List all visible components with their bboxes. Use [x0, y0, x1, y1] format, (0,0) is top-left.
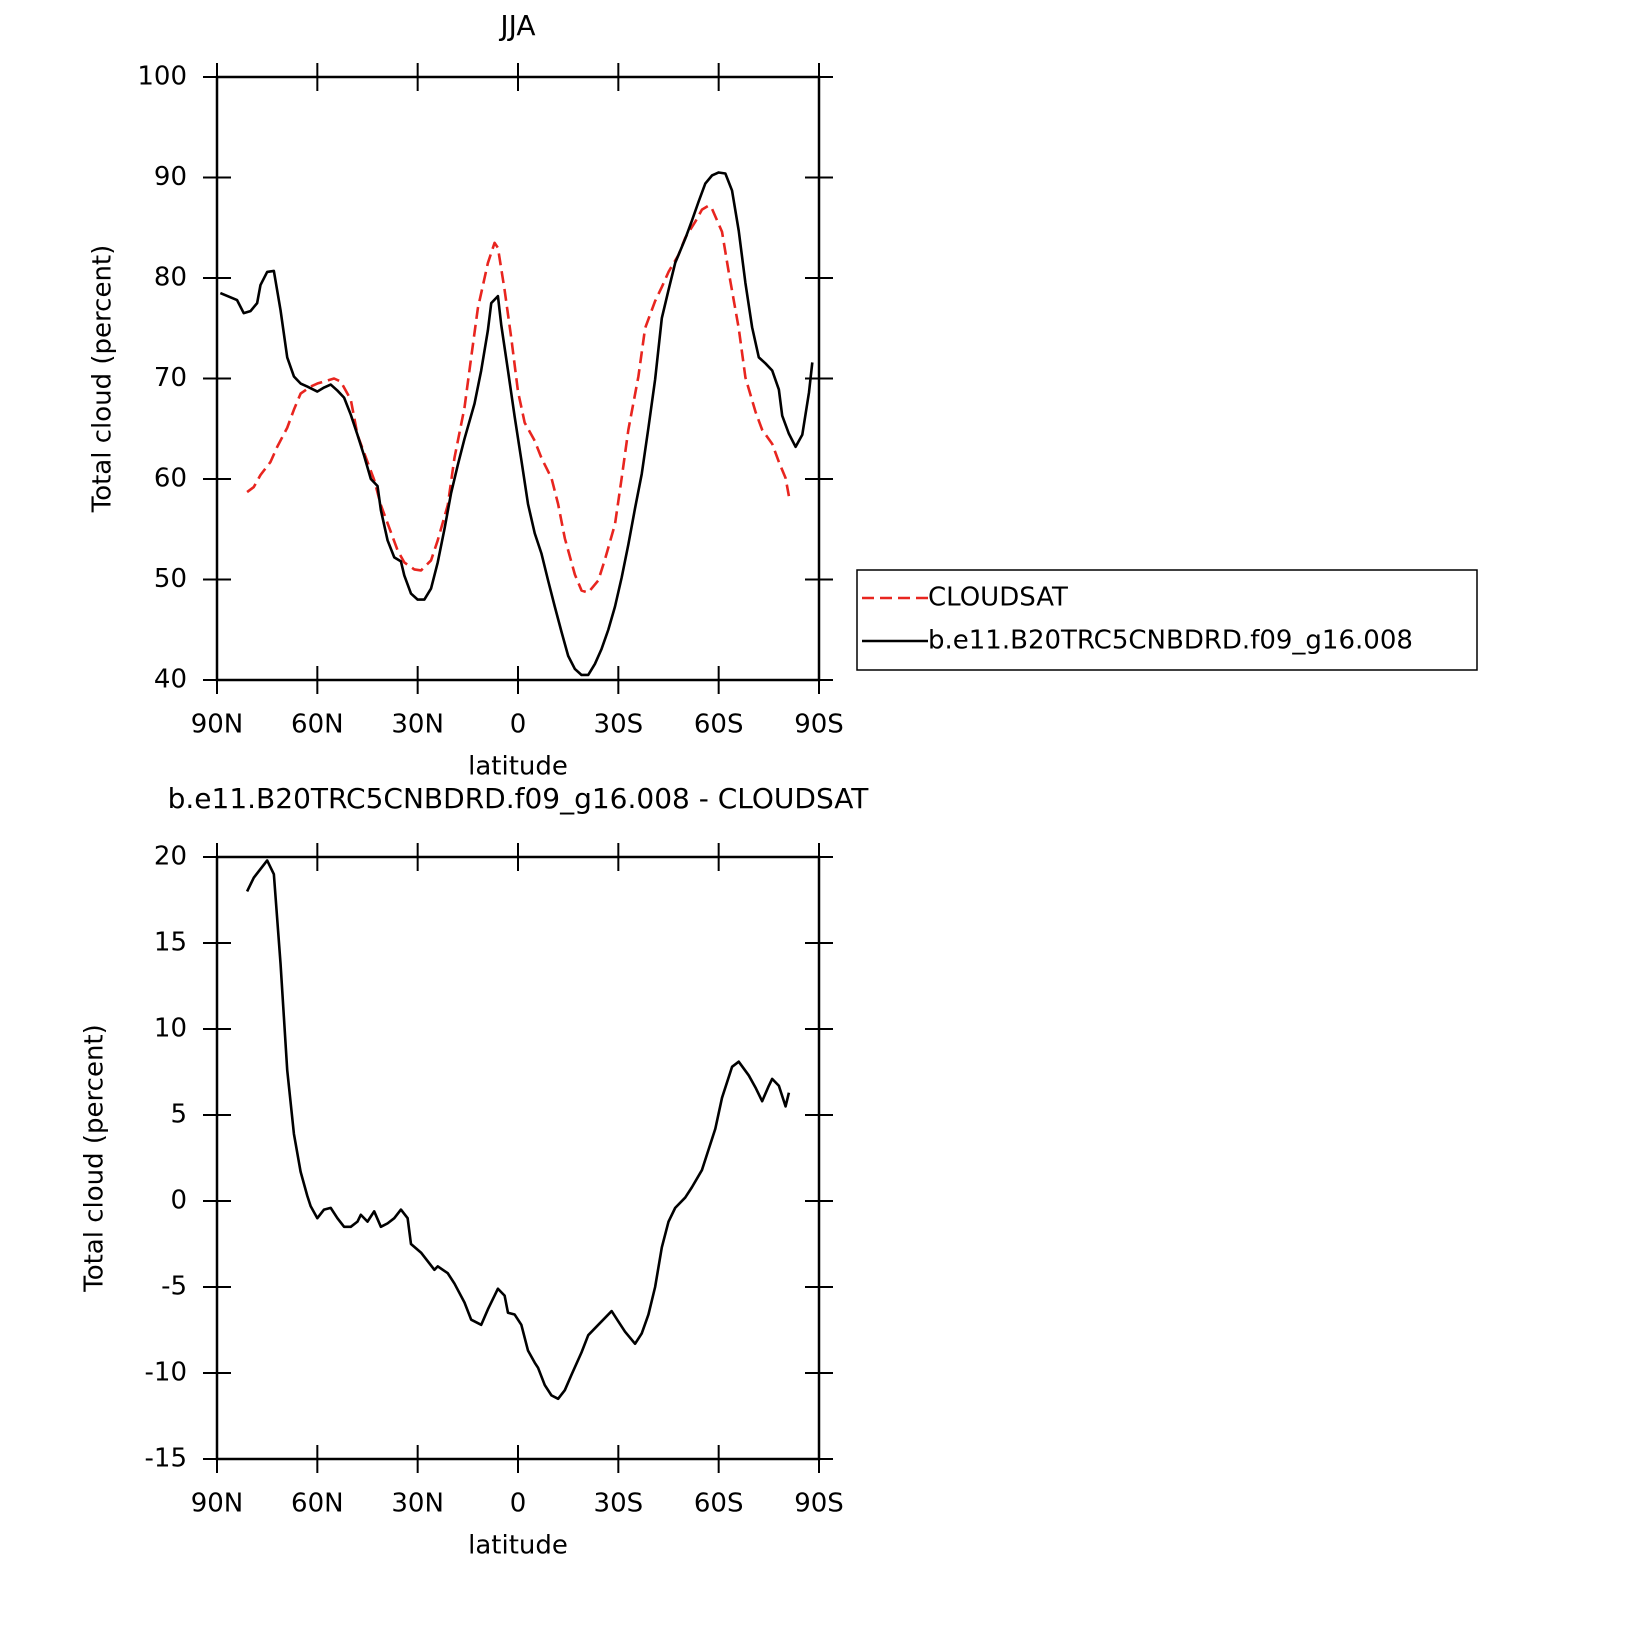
- x-tick-label: 30S: [594, 1489, 644, 1519]
- y-tick-label: 90: [154, 162, 187, 192]
- y-tick-label: 100: [137, 62, 187, 92]
- y-tick-label: 0: [170, 1186, 187, 1216]
- chart-title: b.e11.B20TRC5CNBDRD.f09_g16.008 - CLOUDS…: [168, 782, 870, 815]
- x-tick-label: 60S: [694, 1489, 744, 1519]
- data-line: [245, 859, 791, 1401]
- y-tick-label: 70: [154, 363, 187, 393]
- y-tick-label: 10: [154, 1014, 187, 1044]
- y-tick-label: 15: [154, 928, 187, 958]
- x-tick-label: 60N: [291, 710, 344, 740]
- y-axis-label: Total cloud (percent): [88, 245, 118, 514]
- y-tick-label: 20: [154, 842, 187, 872]
- x-axis-label: latitude: [468, 1531, 568, 1561]
- y-tick-label: 40: [154, 665, 187, 695]
- y-tick-label: 50: [154, 564, 187, 594]
- legend-label: b.e11.B20TRC5CNBDRD.f09_g16.008: [928, 626, 1413, 656]
- x-tick-label: 0: [510, 1489, 527, 1519]
- data-line: [219, 171, 814, 677]
- y-tick-label: 80: [154, 263, 187, 293]
- y-tick-label: -15: [145, 1444, 187, 1474]
- plot-frame: [215, 855, 821, 1461]
- x-tick-label: 0: [510, 710, 527, 740]
- y-tick-label: 5: [170, 1100, 187, 1130]
- x-tick-label: 30N: [391, 1489, 444, 1519]
- y-tick-label: -10: [145, 1358, 187, 1388]
- x-tick-label: 60N: [291, 1489, 344, 1519]
- plot-frame: [215, 75, 821, 682]
- x-tick-label: 90N: [191, 1489, 244, 1519]
- x-tick-label: 30N: [391, 710, 444, 740]
- x-tick-label: 90N: [191, 710, 244, 740]
- x-axis-label: latitude: [468, 752, 568, 782]
- legend-box: [856, 569, 1478, 671]
- x-tick-label: 90S: [794, 1489, 844, 1519]
- legend-label: CLOUDSAT: [928, 583, 1068, 613]
- x-tick-label: 60S: [694, 710, 744, 740]
- y-axis-label: Total cloud (percent): [80, 1024, 110, 1293]
- data-line: [246, 204, 791, 594]
- x-tick-label: 30S: [594, 710, 644, 740]
- chart-title: JJA: [498, 9, 535, 42]
- x-tick-label: 90S: [794, 710, 844, 740]
- y-tick-label: 60: [154, 464, 187, 494]
- y-tick-label: -5: [161, 1272, 187, 1302]
